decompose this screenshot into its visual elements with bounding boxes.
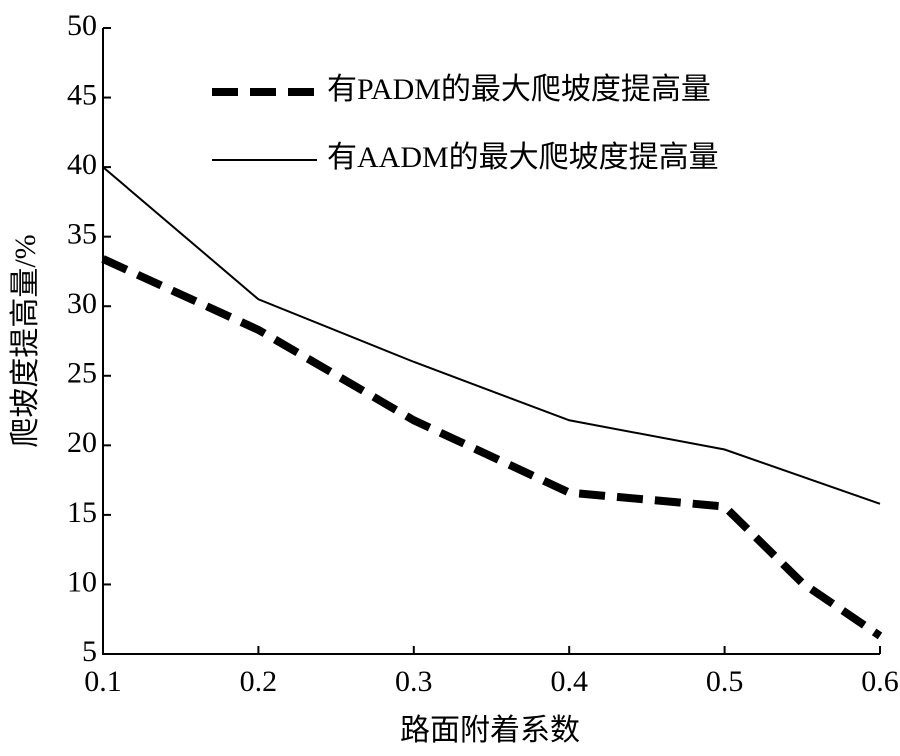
y-tick-label: 10: [67, 565, 97, 598]
y-axis-label: 爬坡度提高量/%: [9, 234, 42, 447]
x-tick-label: 0.5: [706, 665, 744, 698]
x-tick-label: 0.1: [84, 665, 122, 698]
y-tick-label: 5: [82, 635, 97, 668]
y-tick-label: 15: [67, 496, 97, 529]
y-tick-label: 35: [67, 218, 97, 251]
series-line: [101, 255, 883, 640]
x-tick-label: 0.3: [395, 665, 433, 698]
legend-label: 有PADM的最大爬坡度提高量: [327, 73, 711, 106]
y-tick-label: 25: [67, 357, 97, 390]
y-tick-label: 20: [67, 426, 97, 459]
legend-label: 有AADM的最大爬坡度提高量: [327, 141, 719, 174]
y-tick-label: 50: [67, 9, 97, 42]
x-tick-label: 0.4: [550, 665, 588, 698]
x-axis-label: 路面附着系数: [400, 714, 580, 747]
y-tick-label: 30: [67, 287, 97, 320]
series-line: [102, 166, 881, 505]
x-tick-label: 0.2: [240, 665, 278, 698]
y-tick-label: 45: [67, 78, 97, 111]
y-tick-label: 40: [67, 148, 97, 181]
x-tick-label: 0.6: [861, 665, 899, 698]
axes: [102, 28, 880, 655]
